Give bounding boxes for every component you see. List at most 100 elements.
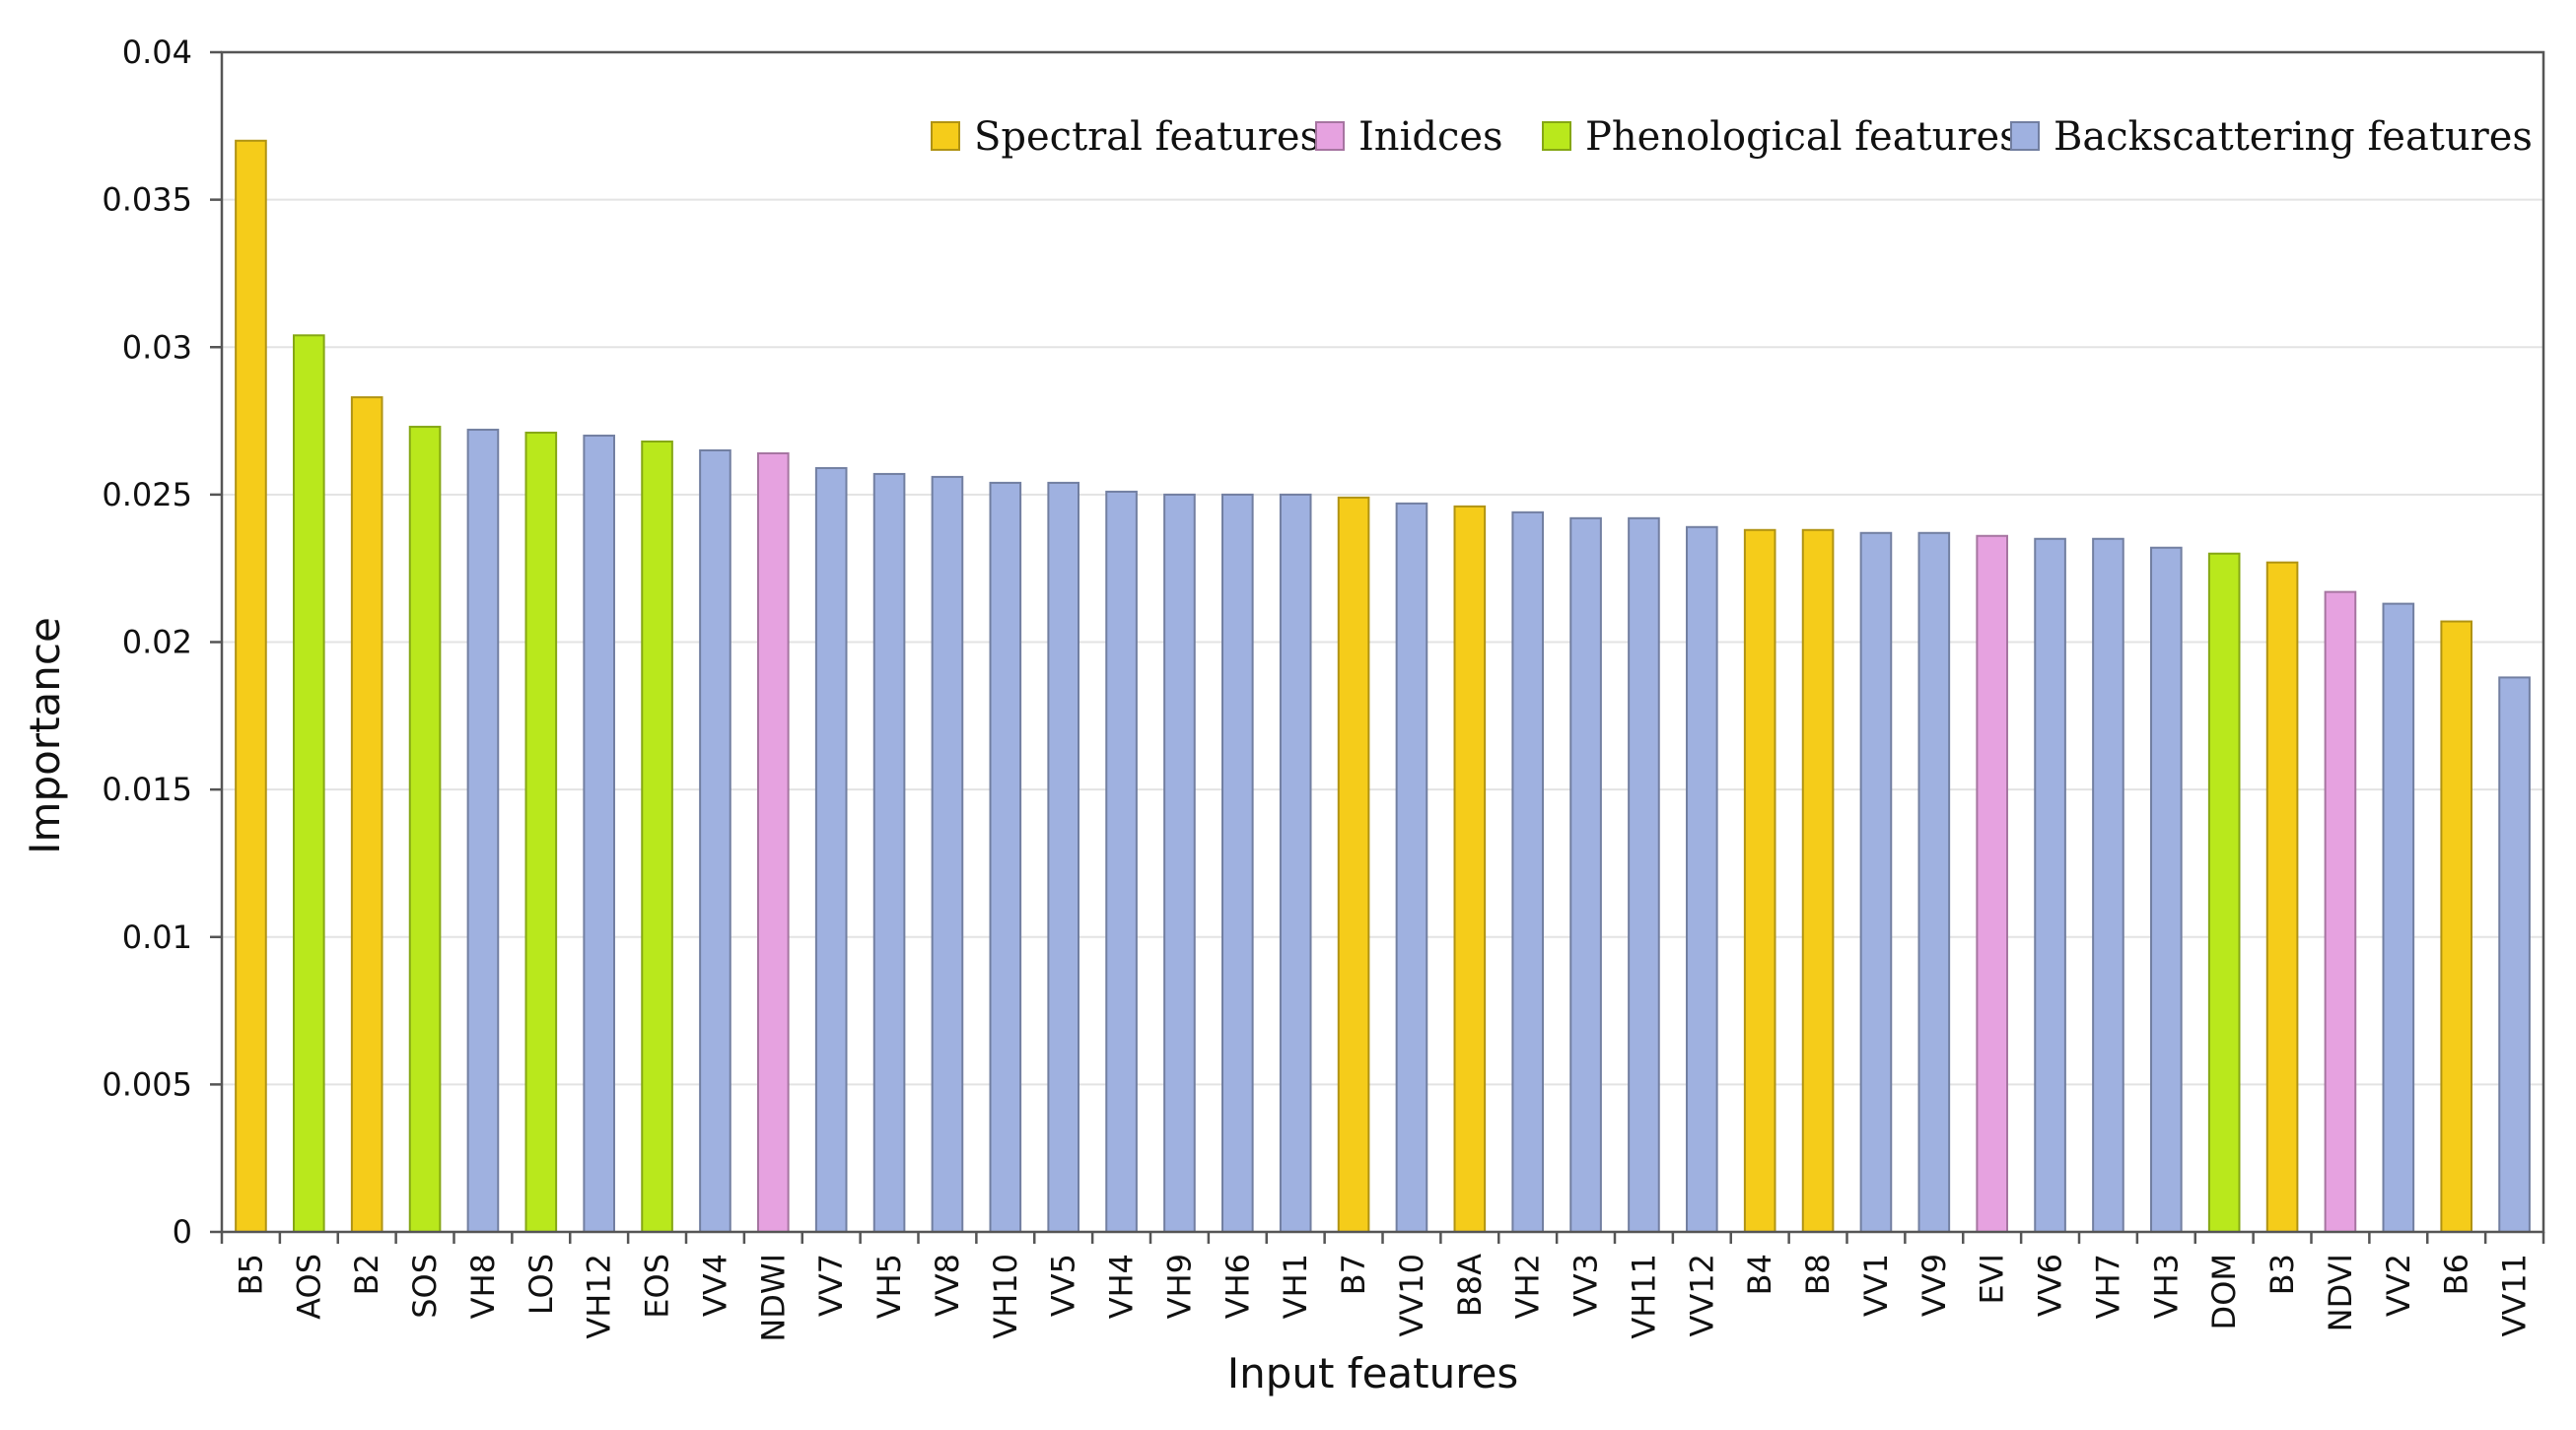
x-tick-label: EVI	[1974, 1254, 2011, 1305]
x-tick-label: B6	[2438, 1254, 2475, 1295]
x-axis: B5 AOS B2 SOS VH8 LOS VH12 EOS VV4 NDWI VV7 VH5 VV8 V…	[220, 1232, 2545, 1342]
x-tick-label: B8	[1799, 1254, 1837, 1295]
bar-vv8	[931, 475, 964, 1234]
y-axis: 0 0.005 0.01 0.015 0.02 0.025 0.03 0.035 0.04	[102, 34, 222, 1251]
bar-vv11	[2498, 676, 2531, 1233]
bar-b2	[350, 396, 383, 1233]
bar-vh11	[1628, 516, 1660, 1233]
legend-label: Backscattering features	[2054, 114, 2533, 160]
bar-vh5	[872, 472, 906, 1233]
x-tick-label: VH2	[1509, 1254, 1547, 1319]
bar-vv2	[2382, 602, 2415, 1233]
bars	[235, 139, 2531, 1234]
x-tick-label: SOS	[406, 1254, 444, 1319]
legend-swatch	[1542, 121, 1571, 151]
x-tick-label: VV3	[1567, 1254, 1605, 1317]
bar-vh6	[1221, 493, 1254, 1234]
x-tick-label: VV5	[1045, 1254, 1082, 1317]
bar-b8a	[1453, 505, 1487, 1233]
x-tick-label: B2	[348, 1254, 385, 1295]
x-tick-label: VV6	[2032, 1254, 2069, 1317]
bar-vv7	[814, 466, 848, 1233]
gridlines	[222, 51, 2543, 1086]
legend-label: Inidces	[1358, 114, 1503, 160]
x-tick-label: B7	[1335, 1254, 1372, 1295]
x-tick-label: VV8	[929, 1254, 966, 1317]
bar-vv10	[1395, 502, 1428, 1234]
x-tick-label: EOS	[639, 1254, 676, 1319]
bar-vv6	[2034, 537, 2066, 1233]
legend: Spectral features Inidces Phenological fea…	[931, 114, 2533, 160]
bar-vv1	[1859, 531, 1893, 1233]
y-axis-title: Importance	[21, 617, 69, 854]
x-tick-label: B5	[232, 1254, 269, 1295]
bar-vh1	[1279, 493, 1312, 1234]
y-tick-label: 0.025	[102, 476, 192, 513]
x-tick-label: VV7	[812, 1254, 850, 1317]
bar-vv12	[1686, 525, 1718, 1233]
bar-vv5	[1047, 481, 1080, 1233]
y-tick-label: 0.015	[102, 771, 192, 808]
x-tick-label: VV9	[1915, 1254, 1953, 1317]
x-tick-label: VV2	[2380, 1254, 2417, 1317]
bar-b3	[2265, 561, 2299, 1233]
bar-evi	[1976, 534, 2009, 1233]
x-tick-label: VH3	[2147, 1254, 2185, 1319]
bar-vh12	[583, 435, 616, 1233]
bar-b5	[235, 139, 267, 1233]
y-tick-label: 0.03	[122, 328, 192, 366]
bar-vv3	[1569, 516, 1602, 1233]
x-tick-label: VH12	[581, 1254, 618, 1339]
x-tick-label: B3	[2263, 1254, 2301, 1295]
bar-sos	[408, 426, 442, 1233]
bar-vh3	[2150, 546, 2183, 1233]
x-tick-label: VH8	[464, 1254, 502, 1319]
y-tick-label: 0.02	[122, 624, 192, 661]
bar-ndvi	[2324, 590, 2357, 1233]
bar-b6	[2440, 620, 2472, 1233]
x-tick-label: DOM	[2205, 1254, 2243, 1329]
bar-b7	[1337, 496, 1370, 1233]
x-tick-label: VH4	[1103, 1254, 1141, 1319]
legend-label: Spectral features	[974, 114, 1320, 160]
bar-vh7	[2092, 537, 2124, 1233]
x-tick-label: VV10	[1393, 1254, 1430, 1337]
x-tick-label: VH11	[1625, 1254, 1662, 1339]
x-tick-label: VH7	[2089, 1254, 2126, 1319]
bar-eos	[641, 441, 673, 1233]
bar-vh2	[1511, 511, 1545, 1233]
bar-dom	[2207, 552, 2241, 1233]
bar-los	[524, 432, 558, 1233]
x-tick-label: NDWI	[754, 1254, 792, 1342]
x-tick-label: VV1	[1857, 1254, 1895, 1317]
bar-aos	[293, 334, 325, 1233]
legend-swatch	[931, 121, 960, 151]
bar-vv9	[1917, 531, 1951, 1233]
x-tick-label: VV12	[1683, 1254, 1720, 1337]
bar-b4	[1743, 528, 1776, 1233]
x-tick-label: NDVI	[2322, 1254, 2359, 1331]
bar-vh9	[1163, 493, 1196, 1234]
bar-vv4	[699, 448, 731, 1233]
y-tick-label: 0	[173, 1213, 192, 1251]
x-tick-label: VH10	[987, 1254, 1024, 1339]
x-tick-label: VH9	[1160, 1254, 1198, 1319]
x-axis-title: Input features	[1227, 1349, 1519, 1397]
bar-b8	[1801, 528, 1835, 1233]
x-tick-label: VV4	[696, 1254, 733, 1317]
legend-swatch	[1315, 121, 1345, 151]
x-tick-label: B8A	[1451, 1254, 1489, 1317]
x-tick-label: VH1	[1277, 1254, 1314, 1319]
x-tick-label: B4	[1741, 1254, 1778, 1295]
legend-swatch	[2010, 121, 2040, 151]
y-tick-label: 0.035	[102, 181, 192, 219]
y-tick-label: 0.01	[122, 919, 192, 956]
x-tick-label: VH6	[1218, 1254, 1256, 1319]
x-tick-label: LOS	[522, 1254, 560, 1315]
x-tick-label: AOS	[290, 1254, 327, 1320]
bar-vh10	[989, 481, 1022, 1233]
x-tick-label: VH5	[870, 1254, 908, 1319]
bar-vh8	[466, 429, 500, 1234]
